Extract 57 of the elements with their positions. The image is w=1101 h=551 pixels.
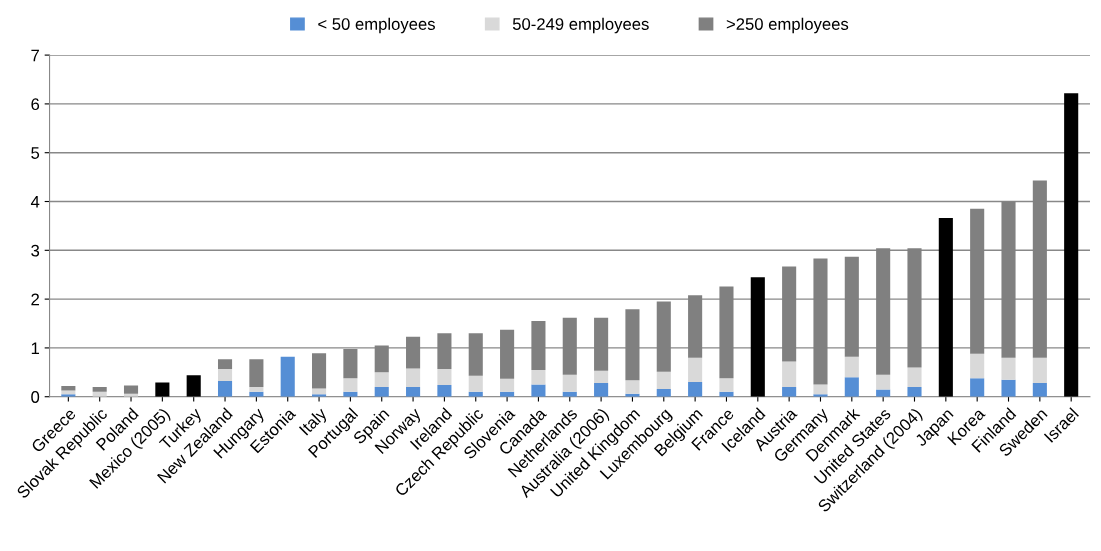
bar: [688, 382, 703, 397]
bar: [970, 353, 985, 379]
bar: [594, 383, 609, 397]
bar: [437, 368, 452, 386]
bar: [907, 386, 922, 397]
bar: [92, 386, 107, 392]
y-tick-label: 1: [31, 342, 40, 354]
bar: [312, 388, 327, 395]
y-tick-label: 0: [31, 391, 40, 403]
bar: [594, 370, 609, 384]
bar: [468, 375, 483, 392]
y-tick-label: 2: [31, 293, 39, 306]
bar: [782, 361, 797, 387]
y-tick-label: 5: [31, 147, 40, 159]
bar: [1001, 357, 1016, 380]
y-tick-label: 3: [31, 244, 40, 257]
bar: [312, 353, 327, 389]
bar: [280, 356, 295, 397]
bar: [531, 384, 546, 397]
bar: [406, 386, 421, 397]
bar: [217, 381, 233, 397]
legend-label: 50-249 employees: [512, 17, 649, 34]
bar: [217, 368, 233, 382]
legend-label: < 50 employees: [318, 17, 435, 34]
bar: [61, 385, 76, 391]
bar: [562, 374, 577, 392]
bar: [374, 386, 389, 397]
bar: [500, 378, 515, 392]
y-tick-label: 6: [31, 98, 40, 111]
legend-label: >250 employees: [726, 17, 849, 34]
bar: [61, 390, 76, 395]
bar: [531, 369, 546, 385]
bar: [406, 368, 421, 387]
bar: [688, 357, 703, 383]
bar: [907, 367, 922, 387]
bar: [217, 359, 233, 369]
bar: [437, 385, 452, 397]
bar: [374, 372, 389, 387]
bar: [343, 378, 358, 392]
bar: [844, 356, 859, 378]
bar: [782, 386, 797, 397]
bar: [876, 389, 891, 397]
bar: [813, 384, 828, 395]
bar: [249, 359, 264, 387]
y-tick-label: 4: [30, 196, 40, 208]
bar: [656, 371, 671, 389]
bar: [1032, 357, 1047, 384]
y-tick-label: 7: [31, 49, 39, 62]
bar: [1032, 383, 1047, 397]
bar: [970, 378, 985, 397]
bar: [249, 386, 264, 392]
bar: [844, 377, 859, 397]
bar: [1001, 379, 1016, 397]
bar: [625, 380, 640, 394]
bar: [719, 378, 734, 392]
bar: [123, 385, 139, 394]
bar: [876, 374, 891, 390]
